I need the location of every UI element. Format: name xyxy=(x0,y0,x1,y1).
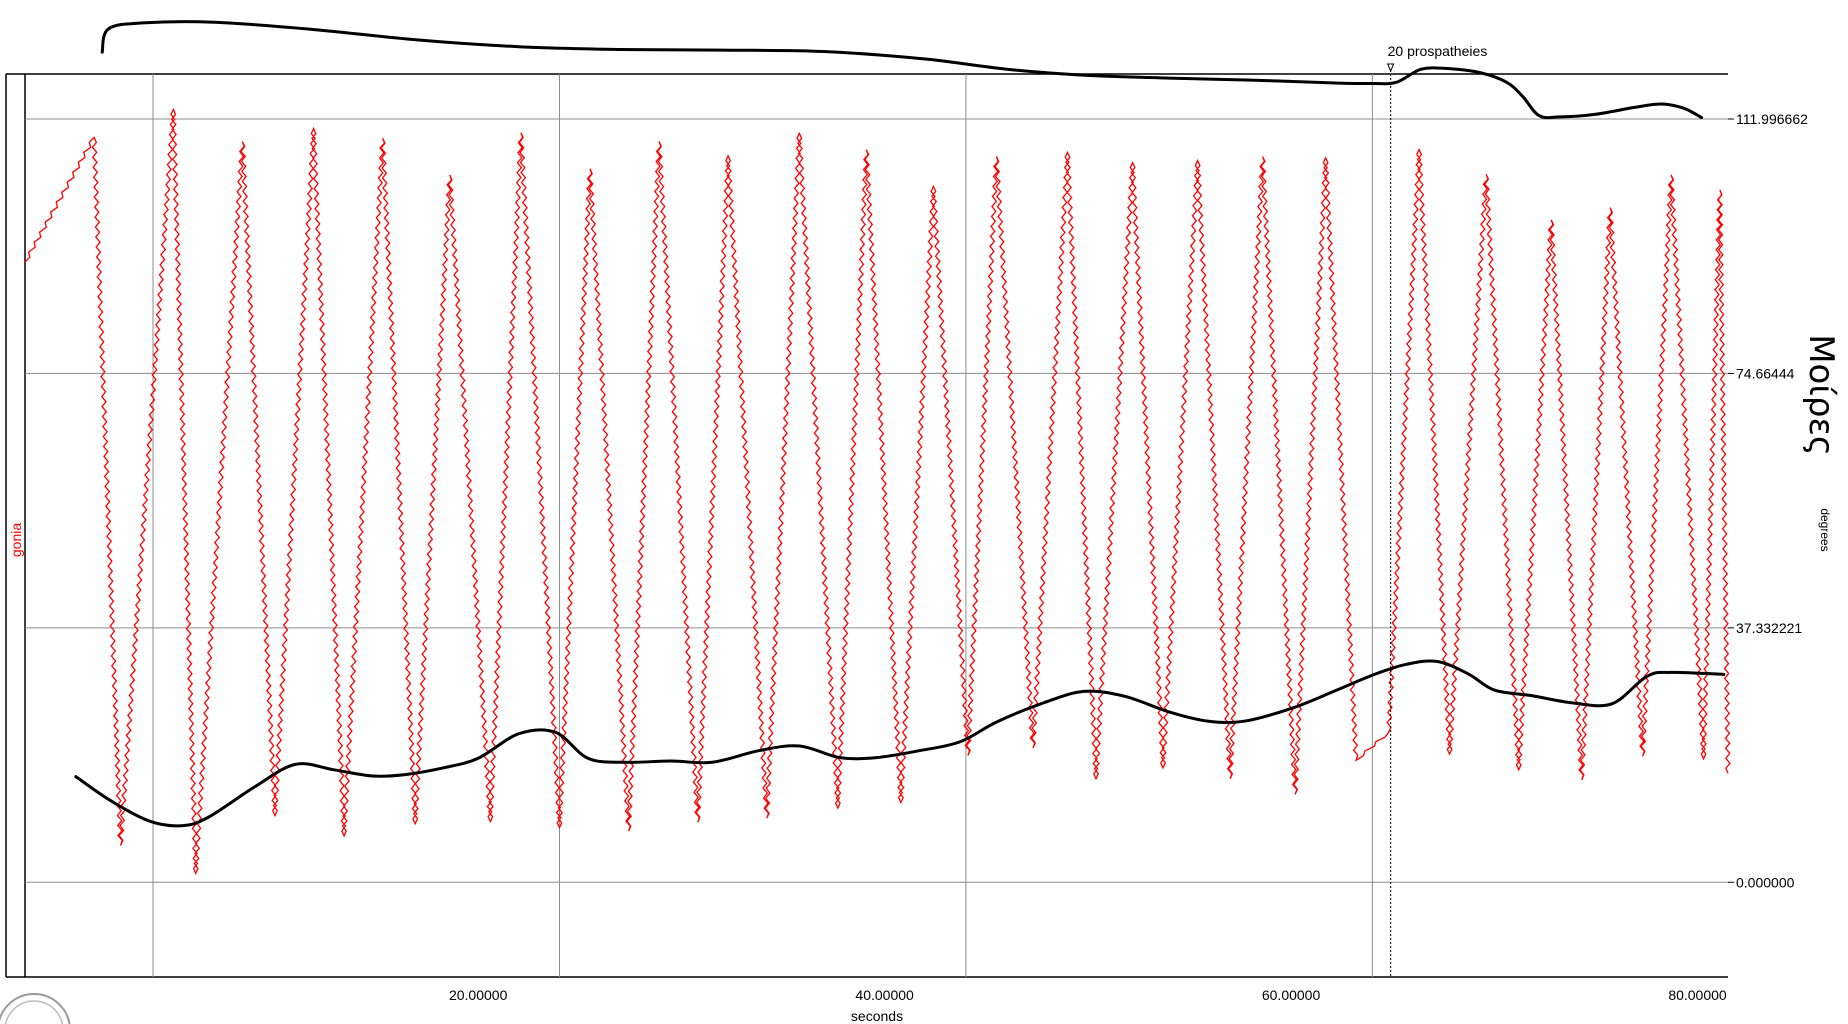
series-gonia xyxy=(24,107,1731,876)
overlay-curve-upper xyxy=(100,20,1704,120)
seal-logo xyxy=(0,993,71,1024)
x-tick-label: 60.00000 xyxy=(1262,987,1321,1003)
x-axis-label: seconds xyxy=(851,1008,903,1024)
y-tick-label: 111.996662 xyxy=(1736,111,1808,127)
overlay-curves xyxy=(74,20,1726,828)
y-axis-title: Μοίρες xyxy=(1801,334,1841,456)
marker-triangle-icon xyxy=(1386,63,1395,73)
overlay-curve-lower xyxy=(74,659,1726,828)
x-tick-label: 80.00000 xyxy=(1668,987,1727,1003)
grid xyxy=(25,74,1728,977)
y-tick-label: 37.332221 xyxy=(1736,620,1802,636)
marker-label: 20 prospatheies xyxy=(1388,43,1488,59)
y-tick-label: 0.000000 xyxy=(1736,874,1795,890)
x-axis-ticks: 20.00000 40.00000 60.00000 80.00000 xyxy=(449,987,1727,1003)
x-tick-label: 40.00000 xyxy=(855,987,914,1003)
marker: 20 prospatheies xyxy=(1386,43,1488,977)
y-tick-label: 74.66444 xyxy=(1736,365,1795,381)
y-axis-ticks: 0.000000 37.332221 74.66444 111.996662 xyxy=(1728,111,1808,890)
series-label-gonia: gonia xyxy=(8,523,24,557)
x-tick-label: 20.00000 xyxy=(449,987,508,1003)
series-line-gonia xyxy=(24,107,1731,876)
y-axis-label: degrees xyxy=(1818,508,1832,551)
